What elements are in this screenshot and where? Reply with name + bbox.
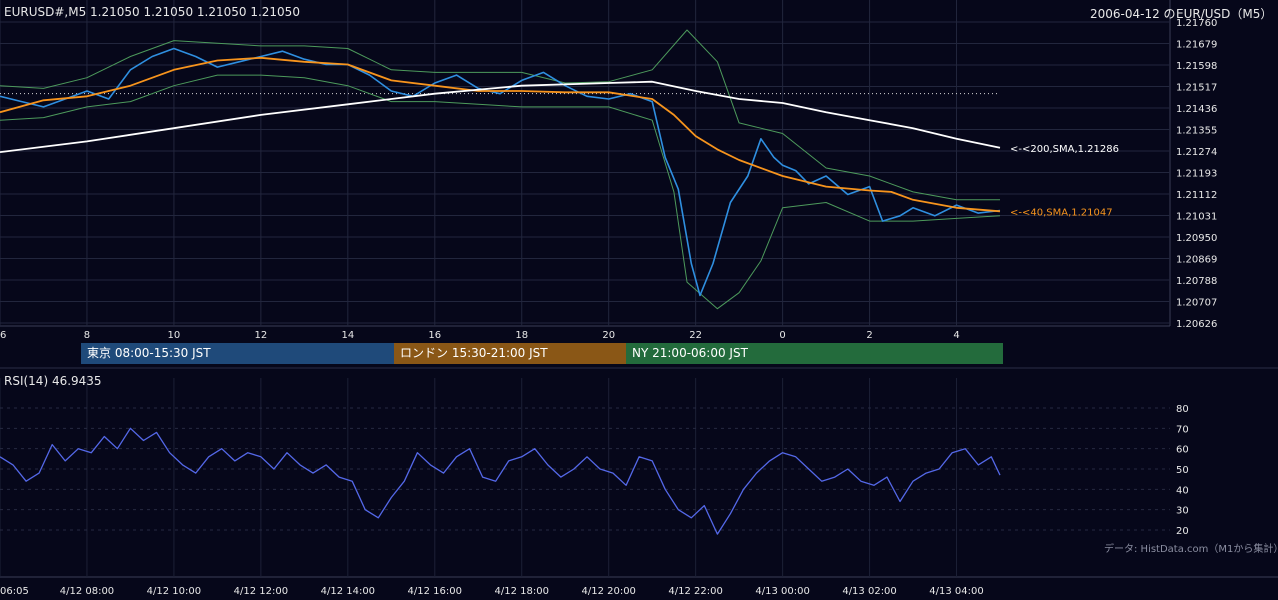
price-y-tick-label: 1.21517 (1176, 83, 1217, 94)
rsi-series (0, 427, 1001, 535)
rsi-y-tick-label: 40 (1176, 485, 1189, 496)
rsi-x-tick-label: 4/12 12:00 (234, 586, 288, 597)
series-line-bb-lower (0, 74, 1001, 310)
series-line-close (0, 47, 1001, 297)
price-y-tick-label: 1.21193 (1176, 169, 1217, 180)
session-newyork-label: NY 21:00-06:00 JST (632, 346, 748, 360)
price-x-axis: 6 8 10 12 14 16 18 20 22 0 2 4 (0, 330, 960, 341)
session-tokyo-label: 東京 08:00-15:30 JST (87, 346, 211, 360)
series-labels: <-<200,SMA,1.21286 <-<40,SMA,1.21047 (1010, 144, 1119, 218)
rsi-x-tick-label: 4/12 20:00 (581, 586, 635, 597)
series-line-rsi (0, 427, 1001, 535)
price-x-tick-label: 10 (168, 330, 181, 341)
price-y-tick-label: 1.20950 (1176, 233, 1217, 244)
series-end-label: <-<40,SMA,1.21047 (1010, 207, 1113, 218)
price-x-tick-label: 0 (779, 330, 785, 341)
price-y-tick-label: 1.21274 (1176, 147, 1217, 158)
chart-header-pair: EUR/USD（M5） (1176, 7, 1273, 21)
session-newyork: NY 21:00-06:00 JST (626, 343, 1003, 364)
rsi-x-tick-label: 4/12 22:00 (668, 586, 722, 597)
price-x-tick-label: 2 (866, 330, 872, 341)
rsi-y-tick-label: 80 (1176, 404, 1189, 415)
rsi-header: RSI(14) 46.9435 (4, 374, 102, 388)
price-y-tick-label: 1.20869 (1176, 255, 1217, 266)
rsi-y-tick-label: 60 (1176, 445, 1189, 456)
chart-header-ohlc: EURUSD#,M5 1.21050 1.21050 1.21050 1.210… (4, 5, 300, 19)
rsi-x-tick-label: 4/12 16:00 (408, 586, 462, 597)
price-y-tick-label: 1.21760 (1176, 18, 1217, 29)
price-grid (0, 0, 1170, 326)
price-y-tick-label: 1.21112 (1176, 190, 1217, 201)
price-x-tick-label: 16 (428, 330, 441, 341)
price-y-tick-label: 1.21598 (1176, 61, 1217, 72)
price-x-tick-label: 8 (84, 330, 90, 341)
price-x-tick-label: 22 (689, 330, 702, 341)
session-tokyo: 東京 08:00-15:30 JST (81, 343, 394, 364)
rsi-x-tick-label: 4/13 00:00 (755, 586, 809, 597)
price-y-tick-label: 1.21031 (1176, 212, 1217, 223)
price-y-tick-label: 1.20788 (1176, 276, 1217, 287)
rsi-y-axis: 80 70 60 50 40 30 20 (1176, 404, 1189, 537)
price-x-tick-label: 4 (953, 330, 959, 341)
series-line-40-sma (0, 56, 1001, 213)
price-x-tick-label: 18 (515, 330, 528, 341)
price-y-tick-label: 1.20707 (1176, 298, 1217, 309)
price-x-tick-label: 14 (341, 330, 354, 341)
chart-header-date: 2006-04-12 の (1090, 7, 1176, 21)
rsi-x-tick-label: 06:05 (0, 586, 29, 597)
price-x-tick-label: 12 (255, 330, 268, 341)
price-x-tick-label: 20 (602, 330, 615, 341)
rsi-x-axis: 06:05 4/12 08:00 4/12 10:00 4/12 12:00 4/12 … (0, 586, 984, 597)
series-line-200-sma (0, 80, 1001, 153)
price-y-tick-label: 1.20626 (1176, 319, 1217, 330)
session-london: ロンドン 15:30-21:00 JST (394, 343, 626, 364)
series-end-label: <-<200,SMA,1.21286 (1010, 144, 1119, 155)
rsi-x-tick-label: 4/13 04:00 (929, 586, 983, 597)
rsi-y-tick-label: 30 (1176, 506, 1189, 517)
series-line-bb-upper (0, 29, 1000, 201)
rsi-x-tick-label: 4/12 14:00 (321, 586, 375, 597)
rsi-y-tick-label: 20 (1176, 526, 1189, 537)
rsi-x-tick-label: 4/13 02:00 (842, 586, 896, 597)
session-london-label: ロンドン 15:30-21:00 JST (400, 346, 548, 360)
rsi-x-tick-label: 4/12 08:00 (60, 586, 114, 597)
price-y-tick-label: 1.21436 (1176, 104, 1217, 115)
rsi-x-tick-label: 4/12 18:00 (495, 586, 549, 597)
price-x-tick-label: 6 (0, 330, 6, 341)
price-y-tick-label: 1.21679 (1176, 40, 1217, 51)
rsi-x-tick-label: 4/12 10:00 (147, 586, 201, 597)
rsi-grid (0, 378, 1170, 577)
price-series (0, 29, 1001, 310)
rsi-y-tick-label: 70 (1176, 424, 1189, 435)
rsi-y-tick-label: 50 (1176, 465, 1189, 476)
price-y-axis: 1.21760 1.21679 1.21598 1.21517 1.21436 1.213… (1176, 18, 1217, 330)
data-credit: データ: HistData.com（M1から集計） (1104, 544, 1278, 555)
price-y-tick-label: 1.21355 (1176, 126, 1217, 137)
